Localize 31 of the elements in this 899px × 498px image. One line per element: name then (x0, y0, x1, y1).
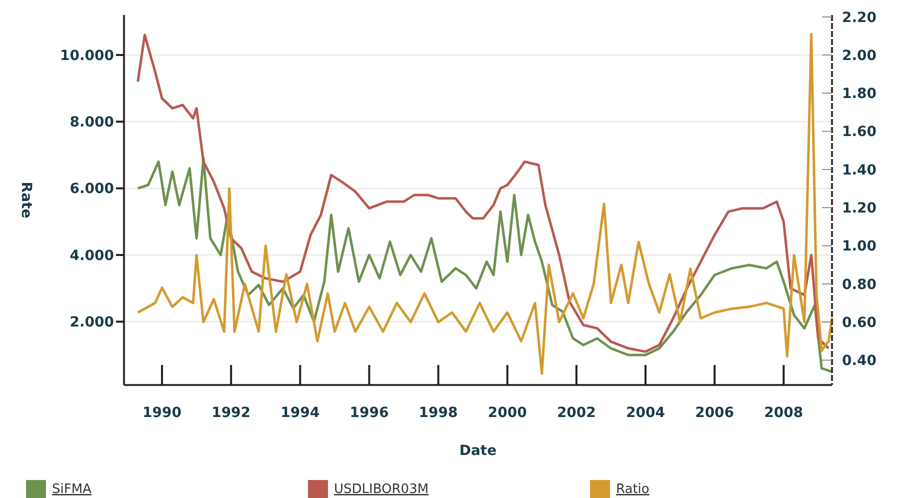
y2-tick-label: 1.80 (842, 86, 877, 102)
y2-tick-label: 1.60 (842, 124, 877, 140)
y-tick-label: 4.000 (70, 248, 114, 264)
x-tick-label: 2006 (695, 405, 734, 421)
x-tick-label: 2000 (488, 405, 528, 421)
y2-tick-label: 2.20 (842, 10, 877, 26)
y2-tick-label: 2.00 (842, 48, 877, 64)
x-axis-title: Date (459, 443, 497, 459)
y2-tick-label: 1.40 (842, 162, 877, 178)
y-tick-label: 8.000 (70, 114, 114, 131)
legend-label: Ratio (616, 482, 650, 497)
x-tick-label: 2008 (764, 405, 804, 421)
y2-tick-label: 0.60 (842, 314, 877, 331)
y-tick-label: 6.000 (70, 181, 114, 198)
legend-label: SiFMA (52, 482, 92, 497)
x-tick-label: 1992 (212, 405, 251, 421)
y2-tick-label: 0.80 (842, 276, 877, 293)
y-tick-label: 10.000 (60, 48, 114, 64)
y-axis-title: Rate (18, 182, 34, 218)
x-tick-label: 1990 (142, 405, 182, 421)
y2-tick-label: 1.00 (842, 238, 877, 255)
x-tick-label: 1994 (280, 405, 320, 421)
x-tick-label: 2002 (556, 405, 596, 421)
x-tick-label: 1998 (418, 405, 458, 421)
x-tick-label: 1996 (350, 405, 389, 421)
y-tick-label: 2.000 (70, 314, 114, 331)
y2-tick-label: 1.20 (842, 200, 877, 217)
y2-tick-label: 0.40 (842, 353, 877, 370)
line-series (136, 157, 834, 373)
legend-label: USDLIBOR03M (334, 482, 429, 497)
x-tick-label: 2004 (626, 405, 666, 421)
